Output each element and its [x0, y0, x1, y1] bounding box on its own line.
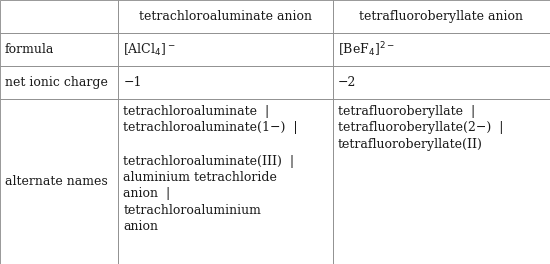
Text: −2: −2 [338, 76, 356, 89]
Bar [0, 33, 118, 66]
Bar [118, 33, 333, 66]
Bar [118, 66, 333, 99]
Bar [118, 0, 333, 33]
Bar [333, 99, 550, 264]
Bar [333, 33, 550, 66]
Text: tetrafluoroberyllate anion: tetrafluoroberyllate anion [359, 10, 524, 23]
Bar [0, 66, 118, 99]
Text: [AlCl$_4$]$^-$: [AlCl$_4$]$^-$ [123, 41, 176, 58]
Bar [333, 0, 550, 33]
Text: tetrafluoroberyllate  |
tetrafluoroberyllate(2−)  |
tetrafluoroberyllate(II): tetrafluoroberyllate | tetrafluoroberyll… [338, 105, 503, 151]
Bar [0, 0, 118, 33]
Text: −1: −1 [123, 76, 142, 89]
Text: tetrachloroaluminate anion: tetrachloroaluminate anion [139, 10, 312, 23]
Text: tetrachloroaluminate  |
tetrachloroaluminate(1−)  |

tetrachloroaluminate(III)  : tetrachloroaluminate | tetrachloroalumin… [123, 105, 298, 233]
Bar [118, 99, 333, 264]
Bar [0, 99, 118, 264]
Text: formula: formula [5, 43, 54, 56]
Text: net ionic charge: net ionic charge [5, 76, 108, 89]
Text: alternate names: alternate names [5, 175, 108, 188]
Text: [BeF$_4$]$^{2-}$: [BeF$_4$]$^{2-}$ [338, 40, 394, 59]
Bar [333, 66, 550, 99]
